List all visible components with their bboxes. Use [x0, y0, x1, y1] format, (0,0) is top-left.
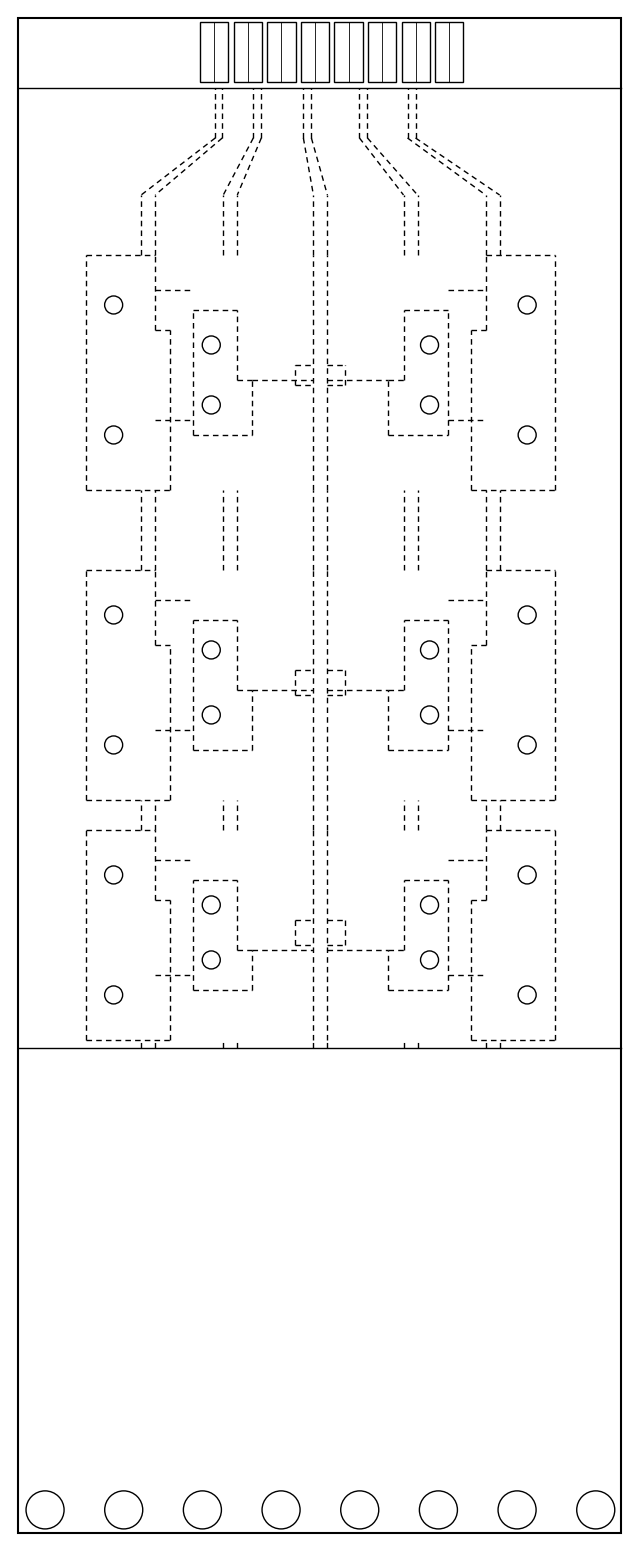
- Bar: [234, 22, 262, 82]
- Bar: [401, 22, 429, 82]
- Bar: [368, 22, 396, 82]
- Bar: [435, 22, 463, 82]
- Bar: [200, 22, 228, 82]
- Bar: [301, 22, 329, 82]
- Bar: [267, 22, 295, 82]
- Bar: [334, 22, 362, 82]
